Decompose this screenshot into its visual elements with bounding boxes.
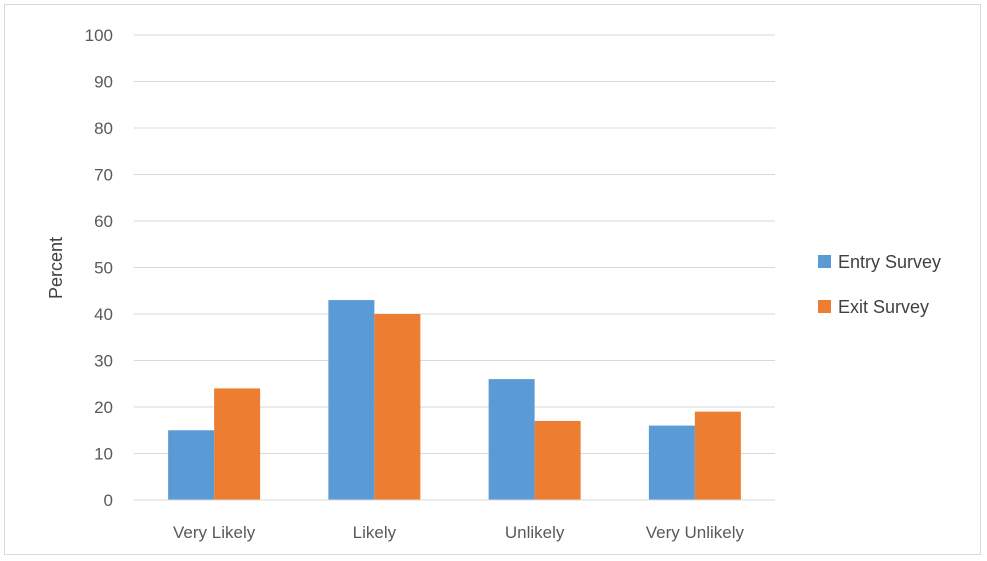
bar-entry-survey-unlikely	[488, 379, 535, 500]
y-tick-label: 70	[94, 166, 113, 185]
bar-entry-survey-likely	[328, 300, 375, 500]
y-tick-label: 10	[94, 445, 113, 464]
y-tick-label: 60	[94, 212, 113, 231]
y-tick-label: 40	[94, 305, 113, 324]
bar-exit-survey-very-unlikely	[694, 411, 741, 500]
bar-entry-survey-very-likely	[168, 430, 215, 500]
x-tick-labels: Very Likely Likely Unlikely Very Unlikely	[173, 523, 744, 542]
x-tick-label: Unlikely	[505, 523, 565, 542]
y-tick-label: 90	[94, 73, 113, 92]
y-tick-label: 0	[104, 491, 113, 510]
bar-entry-survey-very-unlikely	[648, 425, 695, 500]
y-tick-label: 80	[94, 119, 113, 138]
y-tick-labels: 0 10 20 30 40 50 60 70 80 90 100	[85, 26, 113, 510]
x-tick-label: Very Unlikely	[646, 523, 745, 542]
y-tick-label: 30	[94, 352, 113, 371]
legend-label: Exit Survey	[838, 297, 929, 317]
x-tick-label: Likely	[353, 523, 397, 542]
y-tick-label: 20	[94, 398, 113, 417]
legend-swatch	[818, 255, 831, 268]
bar-exit-survey-very-likely	[214, 388, 261, 500]
y-tick-label: 100	[85, 26, 113, 45]
legend-label: Entry Survey	[838, 252, 941, 272]
y-tick-label: 50	[94, 259, 113, 278]
y-axis-title: Percent	[46, 237, 66, 299]
legend: Entry Survey Exit Survey	[818, 252, 941, 317]
bar-exit-survey-likely	[374, 314, 421, 500]
legend-swatch	[818, 300, 831, 313]
bars	[168, 300, 741, 500]
x-tick-label: Very Likely	[173, 523, 256, 542]
bar-exit-survey-unlikely	[534, 420, 581, 500]
